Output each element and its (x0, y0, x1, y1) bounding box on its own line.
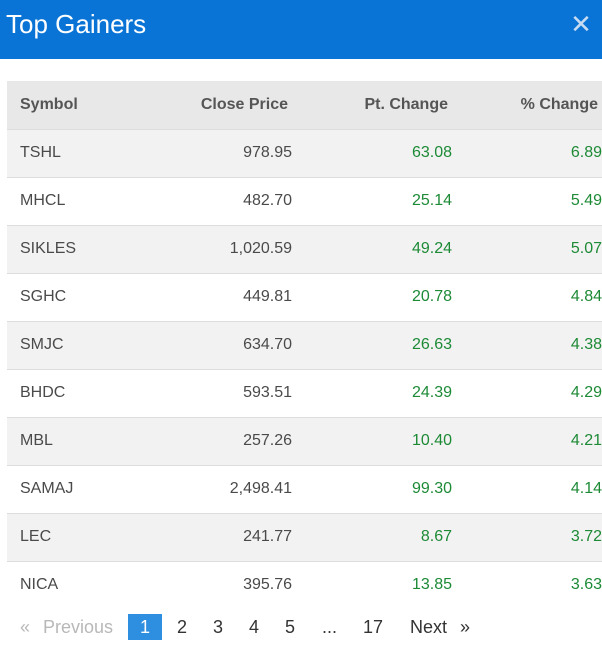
symbol-cell[interactable]: SIKLES (7, 224, 150, 273)
close-price-cell: 634.70 (150, 320, 292, 369)
close-price-cell: 395.76 (150, 560, 292, 609)
symbol-cell[interactable]: BHDC (7, 368, 150, 417)
column-header-symbol[interactable]: Symbol (7, 81, 150, 130)
table-row: MBL 257.26 10.40 4.21 (7, 416, 602, 465)
pagination: « Previous 1 2 3 4 5 ... 17 Next » (0, 614, 602, 642)
column-header-pct-change[interactable]: % Change (452, 81, 602, 130)
pct-change-cell: 3.63 (452, 560, 602, 609)
table-row: SIKLES 1,020.59 49.24 5.07 (7, 224, 602, 273)
pct-change-cell: 6.89 (452, 128, 602, 177)
table-row: SAMAJ 2,498.41 99.30 4.14 (7, 464, 602, 513)
page-link-1[interactable]: 1 (128, 614, 162, 640)
pagination-ellipsis: ... (322, 617, 338, 637)
close-price-cell: 2,498.41 (150, 464, 292, 513)
next-arrow-icon[interactable]: » (460, 617, 471, 637)
next-page-link[interactable]: Next (410, 617, 448, 637)
symbol-cell[interactable]: SMJC (7, 320, 150, 369)
symbol-cell[interactable]: MHCL (7, 176, 150, 225)
pct-change-cell: 5.07 (452, 224, 602, 273)
pt-change-cell: 13.85 (292, 560, 452, 609)
table-row: SMJC 634.70 26.63 4.38 (7, 320, 602, 369)
table-row: LEC 241.77 8.67 3.72 (7, 512, 602, 561)
symbol-cell[interactable]: LEC (7, 512, 150, 561)
close-price-cell: 241.77 (150, 512, 292, 561)
close-price-cell: 1,020.59 (150, 224, 292, 273)
previous-page-link[interactable]: Previous (43, 617, 114, 637)
page-link-17[interactable]: 17 (363, 617, 384, 637)
pct-change-cell: 4.21 (452, 416, 602, 465)
table-header-row: Symbol Close Price Pt. Change % Change (7, 81, 602, 130)
table-row: TSHL 978.95 63.08 6.89 (7, 128, 602, 177)
pct-change-cell: 4.29 (452, 368, 602, 417)
pct-change-cell: 4.38 (452, 320, 602, 369)
close-price-cell: 593.51 (150, 368, 292, 417)
page-link-5[interactable]: 5 (285, 617, 296, 637)
table-row: BHDC 593.51 24.39 4.29 (7, 368, 602, 417)
close-icon[interactable]: ✕ (570, 9, 592, 39)
column-header-pt-change[interactable]: Pt. Change (292, 81, 452, 130)
table-row: MHCL 482.70 25.14 5.49 (7, 176, 602, 225)
symbol-cell[interactable]: SAMAJ (7, 464, 150, 513)
pct-change-cell: 3.72 (452, 512, 602, 561)
symbol-cell[interactable]: NICA (7, 560, 150, 609)
table-row: SGHC 449.81 20.78 4.84 (7, 272, 602, 321)
pt-change-cell: 63.08 (292, 128, 452, 177)
close-price-cell: 257.26 (150, 416, 292, 465)
pt-change-cell: 26.63 (292, 320, 452, 369)
symbol-cell[interactable]: MBL (7, 416, 150, 465)
gainers-table: Symbol Close Price Pt. Change % Change T… (7, 81, 602, 609)
close-price-cell: 449.81 (150, 272, 292, 321)
pt-change-cell: 24.39 (292, 368, 452, 417)
pt-change-cell: 49.24 (292, 224, 452, 273)
pt-change-cell: 25.14 (292, 176, 452, 225)
modal-header: Top Gainers ✕ (0, 0, 602, 59)
pt-change-cell: 99.30 (292, 464, 452, 513)
pct-change-cell: 5.49 (452, 176, 602, 225)
pct-change-cell: 4.84 (452, 272, 602, 321)
pt-change-cell: 20.78 (292, 272, 452, 321)
close-price-cell: 482.70 (150, 176, 292, 225)
symbol-cell[interactable]: SGHC (7, 272, 150, 321)
pt-change-cell: 10.40 (292, 416, 452, 465)
table-row: NICA 395.76 13.85 3.63 (7, 560, 602, 609)
pt-change-cell: 8.67 (292, 512, 452, 561)
modal-title: Top Gainers (6, 9, 147, 39)
page-link-3[interactable]: 3 (213, 617, 224, 637)
pct-change-cell: 4.14 (452, 464, 602, 513)
previous-arrow-icon[interactable]: « (20, 617, 31, 637)
column-header-close-price[interactable]: Close Price (150, 81, 292, 130)
page-link-2[interactable]: 2 (177, 617, 188, 637)
page-link-4[interactable]: 4 (249, 617, 260, 637)
symbol-cell[interactable]: TSHL (7, 128, 150, 177)
close-price-cell: 978.95 (150, 128, 292, 177)
